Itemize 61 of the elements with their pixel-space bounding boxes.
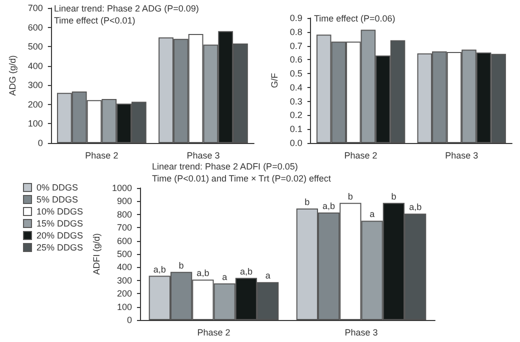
y-tick-label: 0.1: [290, 124, 302, 134]
y-tick-label: 0.7: [290, 40, 302, 51]
data-label: b: [178, 260, 184, 270]
y-axis-title: ADG (g/d): [8, 55, 18, 96]
data-label: b: [304, 196, 310, 207]
y-tick-label: 0.8: [290, 26, 302, 37]
data-label: a,b: [196, 268, 210, 278]
y-axis-title: G/F: [270, 72, 280, 88]
x-tick-label: Phase 2: [344, 150, 378, 160]
y-tick-label: 200: [28, 99, 43, 110]
y-tick-label: 300: [116, 275, 132, 286]
y-tick-label: 1000: [112, 183, 132, 193]
data-label: a: [370, 209, 375, 220]
y-tick-label: 0: [38, 138, 43, 148]
legend-label: 25% DDGS: [36, 242, 84, 252]
y-axis-title: ADFI (g/d): [92, 233, 102, 275]
legend-label: 5% DDGS: [36, 194, 78, 204]
y-tick-label: 0.9: [290, 13, 302, 23]
y-tick-label: 500: [116, 249, 132, 259]
data-label: b: [391, 191, 396, 202]
y-tick-label: 400: [116, 262, 132, 272]
y-tick-label: 0.0: [290, 138, 302, 148]
y-tick-label: 600: [28, 22, 43, 32]
y-tick-label: 400: [28, 60, 43, 71]
y-tick-label: 0.4: [290, 82, 302, 92]
data-label: b: [348, 191, 353, 202]
text: Linear trend: Phase 2 ADFI (P=0.05): [152, 162, 298, 172]
legend-label: 10% DDGS: [36, 206, 84, 216]
y-tick-label: 100: [116, 302, 132, 312]
data-label: a,b: [153, 264, 166, 274]
x-tick-label: Phase 2: [197, 328, 230, 338]
x-tick-label: Phase 3: [445, 150, 478, 160]
legend-label: 15% DDGS: [36, 218, 84, 228]
y-tick-label: 200: [116, 288, 132, 299]
y-tick-label: 0.6: [290, 54, 302, 65]
data-label: a: [265, 270, 270, 281]
y-tick-label: 0.2: [290, 110, 302, 120]
data-label: a,b: [409, 202, 422, 212]
y-tick-label: 0.5: [290, 68, 302, 79]
text: Time (P<0.01) and Time × Trt (P=0.02) effect: [152, 174, 332, 184]
x-tick-label: Phase 3: [186, 150, 220, 160]
annotation: Time effect (P<0.01): [54, 16, 136, 26]
y-tick-label: 300: [28, 80, 43, 90]
legend-label: 0% DDGS: [36, 182, 78, 192]
y-tick-label: 500: [28, 42, 43, 52]
annotation: Time effect (P=0.06): [314, 14, 396, 24]
y-tick-label: 700: [116, 222, 132, 233]
x-tick-label: Phase 3: [344, 328, 378, 338]
x-tick-label: Phase 2: [85, 150, 118, 160]
y-tick-label: 700: [28, 3, 43, 13]
legend-label: 20% DDGS: [36, 230, 84, 240]
data-label: a: [222, 272, 228, 282]
y-tick-label: 100: [28, 118, 43, 129]
y-tick-label: 900: [116, 196, 132, 206]
y-tick-label: 800: [116, 209, 132, 220]
data-label: a,b: [322, 201, 336, 212]
y-tick-label: 600: [116, 236, 132, 246]
data-label: a,b: [240, 266, 252, 276]
y-tick-label: 0.3: [290, 96, 302, 106]
annotation: Linear trend: Phase 2 ADG (P=0.09): [54, 4, 199, 14]
y-tick-label: 0: [126, 315, 132, 325]
